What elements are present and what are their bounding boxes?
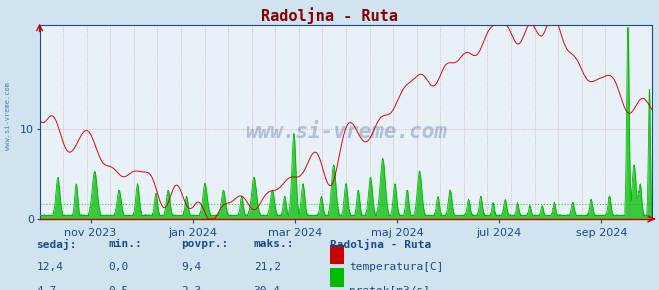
Text: Radoljna - Ruta: Radoljna - Ruta <box>330 239 431 250</box>
Text: 4,7: 4,7 <box>36 286 57 290</box>
Text: www.si-vreme.com: www.si-vreme.com <box>245 122 447 142</box>
Text: min.:: min.: <box>109 239 142 249</box>
Text: 0,0: 0,0 <box>109 262 129 272</box>
Text: 9,4: 9,4 <box>181 262 202 272</box>
Text: 2,3: 2,3 <box>181 286 202 290</box>
Text: 21,2: 21,2 <box>254 262 281 272</box>
Text: Radoljna - Ruta: Radoljna - Ruta <box>261 7 398 24</box>
Text: 12,4: 12,4 <box>36 262 63 272</box>
Text: sedaj:: sedaj: <box>36 239 76 250</box>
Text: www.si-vreme.com: www.si-vreme.com <box>5 82 11 150</box>
Text: povpr.:: povpr.: <box>181 239 229 249</box>
Text: maks.:: maks.: <box>254 239 294 249</box>
Text: pretok[m3/s]: pretok[m3/s] <box>349 286 430 290</box>
Text: 0,5: 0,5 <box>109 286 129 290</box>
Text: temperatura[C]: temperatura[C] <box>349 262 444 272</box>
Text: 30,4: 30,4 <box>254 286 281 290</box>
